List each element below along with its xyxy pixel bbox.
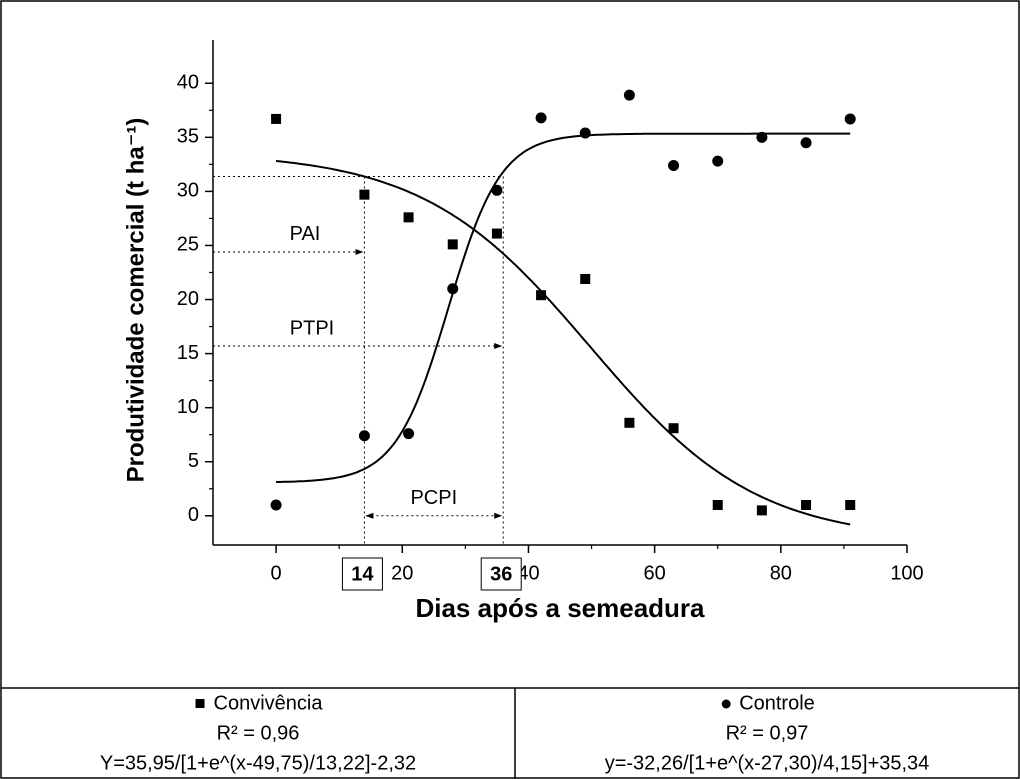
point xyxy=(447,239,458,250)
y-tick-label: 30 xyxy=(177,180,199,202)
point xyxy=(800,137,812,149)
x-tick-label: 0 xyxy=(271,562,282,584)
point xyxy=(668,423,679,434)
x-tick-label: 40 xyxy=(517,562,539,584)
point xyxy=(623,89,635,101)
y-axis-title: Produtividade comercial (t ha⁻¹) xyxy=(122,118,149,483)
point xyxy=(403,428,415,440)
critical-day-box xyxy=(480,557,522,591)
x-tick-label: 80 xyxy=(770,562,792,584)
legend-r2: R² = 0,97 xyxy=(726,722,809,744)
legend-label: Controle xyxy=(739,692,815,714)
critical-day-box xyxy=(341,557,383,591)
point xyxy=(491,184,503,196)
critical-day-label: 14 xyxy=(351,563,374,585)
legend-label: Convivência xyxy=(214,692,324,714)
x-axis-title: Dias após a semeadura xyxy=(415,593,705,623)
point xyxy=(535,112,547,124)
point xyxy=(403,212,414,223)
point xyxy=(668,159,680,171)
annotation: PCPI xyxy=(410,487,457,509)
point xyxy=(270,499,282,511)
point xyxy=(712,155,724,167)
x-tick-label: 100 xyxy=(890,562,923,584)
point xyxy=(358,430,370,442)
point xyxy=(845,499,856,510)
legend-marker xyxy=(195,699,205,708)
x-tick-label: 60 xyxy=(644,562,666,584)
fit-curve xyxy=(275,160,851,526)
point xyxy=(536,290,547,301)
point xyxy=(359,189,370,200)
legend-equation: y=-32,26/[1+e^(x-27,30)/4,15]+35,34 xyxy=(605,752,930,774)
point xyxy=(756,131,768,143)
y-tick-label: 20 xyxy=(177,288,199,310)
point xyxy=(491,228,502,239)
point xyxy=(712,499,723,510)
critical-day-label: 36 xyxy=(490,563,512,585)
y-tick-label: 10 xyxy=(177,396,199,418)
y-tick-label: 15 xyxy=(177,342,199,364)
y-tick-label: 35 xyxy=(177,126,199,148)
point xyxy=(271,113,282,124)
fit-curve xyxy=(276,132,851,483)
y-tick-label: 0 xyxy=(188,504,199,526)
legend-marker xyxy=(721,699,731,709)
point xyxy=(801,499,812,510)
y-tick-label: 40 xyxy=(177,72,199,94)
annotation: PTPI xyxy=(290,317,334,339)
point xyxy=(624,417,635,428)
y-tick-label: 25 xyxy=(177,234,199,256)
legend-equation: Y=35,95/[1+e^(x-49,75)/13,22]-2,32 xyxy=(100,752,416,774)
legend-r2: R² = 0,96 xyxy=(217,722,300,744)
point xyxy=(447,283,459,295)
y-tick-label: 5 xyxy=(188,450,199,472)
point xyxy=(580,273,591,284)
point xyxy=(756,505,767,516)
point xyxy=(579,127,591,139)
point xyxy=(844,113,856,125)
x-tick-label: 20 xyxy=(391,562,413,584)
annotation: PAI xyxy=(290,223,321,245)
